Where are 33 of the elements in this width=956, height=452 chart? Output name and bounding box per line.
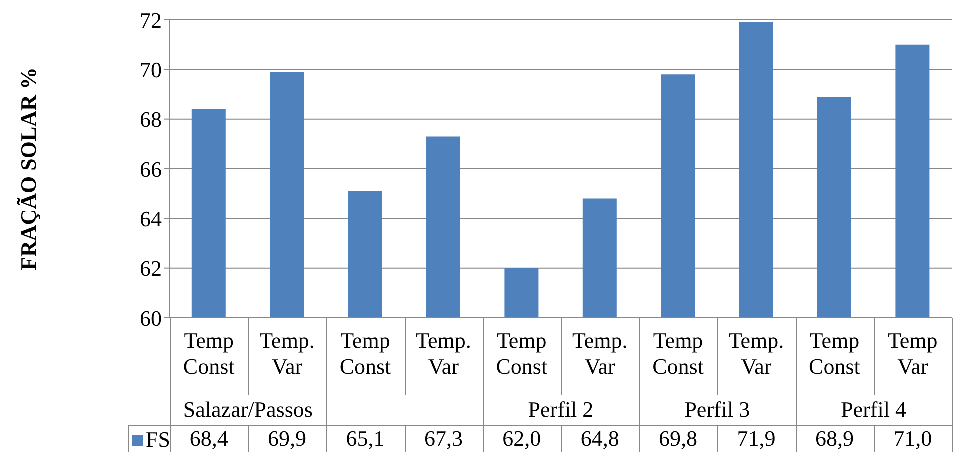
text: Salazar/Passos — [171, 395, 326, 425]
data-label: 71,9 — [736, 426, 777, 451]
text: Perfil 2 — [484, 395, 638, 425]
data-label: 64,8 — [580, 426, 620, 451]
data-label: 62,0 — [502, 426, 542, 451]
y-tick-label: 64 — [140, 206, 162, 232]
y-tick-label: 62 — [140, 256, 162, 282]
y-axis-title: FRAÇÃO SOLAR % — [16, 68, 41, 270]
x-tick-label: Temp. Var — [728, 328, 784, 379]
x-tick-label: Temp Const — [809, 328, 860, 379]
text: Perfil 4 — [796, 395, 951, 425]
x-tick-label: Temp Const — [652, 328, 704, 379]
legend-label: FS — [146, 427, 170, 452]
x-tick-label: Temp Const — [183, 328, 235, 379]
x-tick-label: Temp Const — [340, 328, 392, 379]
x-tick-label: Temp. Var — [260, 328, 315, 379]
data-label: 68,4 — [188, 426, 230, 451]
text: Perfil 3 — [640, 395, 795, 425]
y-tick-label: 72 — [140, 8, 162, 33]
data-label: 68,9 — [814, 426, 855, 451]
data-label: 71,0 — [892, 426, 934, 451]
y-tick-label: 60 — [140, 306, 162, 331]
y-tick-label: 68 — [140, 107, 162, 132]
y-tick-label: 70 — [140, 57, 162, 82]
data-label: 69,9 — [267, 426, 308, 451]
x-tick-label: Temp. Var — [416, 328, 472, 379]
x-tick-label: Temp Var — [888, 328, 938, 379]
data-label: 67,3 — [423, 426, 464, 451]
data-label: 69,8 — [658, 426, 699, 451]
x-tick-label: Temp. Var — [572, 328, 628, 379]
y-tick-label: 66 — [140, 156, 162, 182]
data-label: 65,1 — [345, 426, 386, 451]
x-tick-label: Temp Const — [496, 328, 548, 379]
